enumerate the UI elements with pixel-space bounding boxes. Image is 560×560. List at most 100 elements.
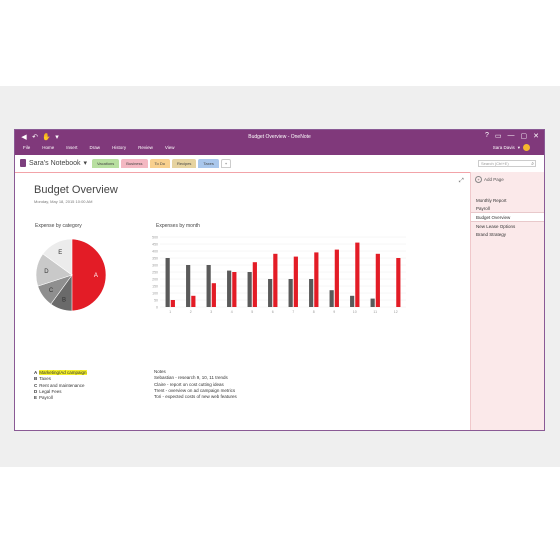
maximize-icon[interactable]: ▢	[520, 133, 528, 140]
bar	[191, 295, 196, 307]
menu-file[interactable]: File	[23, 145, 31, 150]
x-tick-label: 2	[190, 310, 192, 314]
tab-section[interactable]: To Do	[149, 159, 170, 168]
bar	[334, 249, 339, 307]
x-tick-label: 9	[333, 310, 335, 314]
x-tick-label: 4	[231, 310, 233, 314]
y-tick-label: 250	[152, 271, 158, 275]
menu-draw[interactable]: Draw	[89, 145, 101, 150]
undo-icon[interactable]: ↶	[32, 134, 38, 141]
notes-title: Notes	[154, 369, 166, 374]
page-list-item[interactable]: Payroll	[476, 205, 490, 211]
pie-slice-a	[69, 238, 107, 312]
y-tick-label: 200	[152, 278, 158, 282]
expense-pie-chart: A B C D E	[35, 238, 107, 312]
tab-section[interactable]: Recipes	[171, 159, 197, 168]
pie-slice-label: C	[49, 288, 54, 294]
pie-slice-label: D	[44, 269, 49, 275]
bar	[211, 283, 216, 307]
pie-slice-label: E	[58, 250, 62, 256]
menu-review[interactable]: Review	[138, 145, 153, 150]
legend-item: A Marketing/Ad campaign	[34, 370, 87, 375]
page-list-item[interactable]: Budget Overview	[471, 212, 544, 222]
menu-view[interactable]: View	[164, 145, 175, 150]
bar	[396, 258, 401, 307]
tab-section[interactable]: Taxes	[198, 159, 219, 168]
y-tick-label: 400	[152, 250, 158, 254]
add-section-button[interactable]: +	[220, 159, 232, 168]
page-list: Monthly Report Payroll Budget Overview New …	[471, 196, 544, 238]
add-page-button[interactable]: + Add Page	[475, 176, 504, 183]
y-tick-label: 350	[152, 257, 158, 261]
bar	[309, 279, 314, 307]
pie-slice-label: A	[94, 273, 98, 279]
note-line: Trent - overview on ad campaign metrics	[154, 387, 236, 393]
notebook-name: Sara's Notebook	[29, 159, 81, 167]
x-tick-label: 10	[353, 310, 357, 314]
menu-insert[interactable]: Insert	[66, 145, 78, 150]
close-icon[interactable]: ✕	[533, 133, 539, 140]
page-title[interactable]: Budget Overview	[34, 184, 118, 196]
page-list-item[interactable]: New Lease Options	[476, 223, 516, 229]
touch-mode-icon[interactable]: ✋	[42, 134, 51, 141]
onenote-window: ◀ ↶ ✋ ▾ Budget Overview - OneNote ? ▭ — …	[14, 129, 545, 431]
page-canvas[interactable]: Budget Overview Monday, May 18, 2015 10:…	[15, 173, 470, 430]
ribbon-tabs: File Home Insert Draw History Review Vie…	[23, 145, 175, 150]
page-date: Monday, May 18, 2015 10:00 AM	[34, 199, 93, 204]
bar	[293, 256, 298, 307]
y-tick-label: 100	[152, 292, 158, 296]
bar	[206, 265, 211, 307]
page-list-item[interactable]: Monthly Report	[476, 197, 507, 203]
x-tick-label: 3	[210, 310, 212, 314]
y-tick-label: 150	[152, 285, 158, 289]
x-tick-label: 7	[292, 310, 294, 314]
bar-chart-title: Expenses by month	[156, 223, 200, 229]
user-account[interactable]: Sara Davis ▾	[493, 144, 530, 151]
y-tick-label: 300	[152, 264, 158, 268]
x-tick-label: 5	[251, 310, 253, 314]
expand-icon[interactable]: ⤢	[459, 178, 464, 184]
ribbon-display-icon[interactable]: ▭	[494, 133, 502, 140]
chevron-down-icon: ▾	[517, 144, 520, 150]
notebook-selector[interactable]: Sara's Notebook ▾	[20, 159, 87, 167]
x-tick-label: 6	[272, 310, 274, 314]
notes-block[interactable]: Notes Sebastian - research 9, 10, 11 tre…	[154, 369, 237, 400]
back-icon[interactable]: ◀	[21, 134, 27, 141]
bar	[252, 262, 257, 307]
customize-toolbar-icon[interactable]: ▾	[55, 134, 59, 141]
note-line: Sebastian - research 9, 10, 11 trends	[154, 375, 228, 381]
minimize-icon[interactable]: —	[507, 132, 515, 139]
help-icon[interactable]: ?	[484, 132, 489, 139]
menu-home[interactable]: Home	[42, 145, 55, 150]
legend-item: B Taxes	[34, 376, 52, 382]
bar	[329, 290, 334, 307]
page-list-item[interactable]: Brand Strategy	[476, 231, 507, 237]
window-controls: ? ▭ — ▢ ✕	[485, 132, 539, 140]
bar	[350, 295, 355, 307]
search-placeholder: Search (Ctrl+E)	[481, 161, 509, 166]
tab-section[interactable]: Vacations	[92, 159, 120, 168]
add-page-label: Add Page	[484, 177, 504, 182]
y-tick-label: 500	[152, 236, 158, 240]
bar	[314, 252, 319, 307]
bar	[165, 258, 170, 307]
legend-item: C Rent and maintenance	[34, 382, 85, 388]
bar	[170, 300, 175, 307]
title-bar: ◀ ↶ ✋ ▾ Budget Overview - OneNote ? ▭ — …	[15, 130, 544, 155]
chevron-down-icon: ▾	[83, 160, 88, 167]
search-input[interactable]: Search (Ctrl+E) ⌕	[478, 160, 536, 167]
x-tick-label: 11	[373, 310, 377, 314]
tab-section[interactable]: Business	[121, 159, 148, 168]
section-color-line	[15, 172, 470, 173]
y-tick-label: 450	[152, 243, 158, 247]
bar	[227, 270, 232, 307]
legend-item: D Legal Fees	[34, 388, 62, 394]
bar	[370, 298, 375, 307]
feedback-smiley-icon[interactable]	[523, 144, 530, 151]
menu-history[interactable]: History	[112, 145, 127, 150]
pie-slice-e	[42, 238, 73, 276]
window-title: Budget Overview - OneNote	[248, 134, 311, 140]
notebook-icon	[20, 159, 26, 167]
search-icon[interactable]: ⌕	[531, 161, 534, 167]
